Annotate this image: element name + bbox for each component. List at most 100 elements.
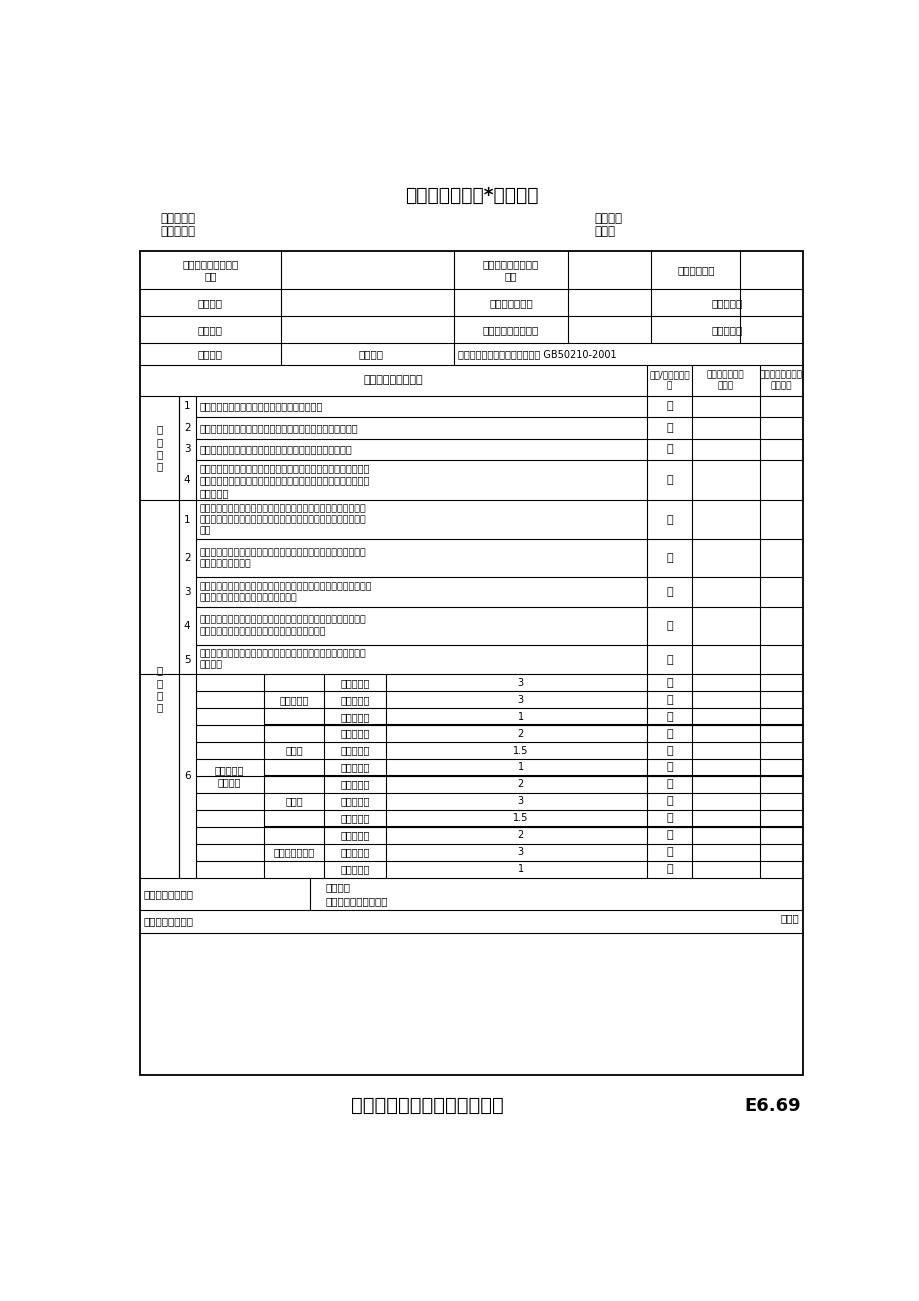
Text: ／: ／: [665, 402, 672, 411]
Text: 验收依据: 验收依据: [358, 349, 383, 359]
Text: E6.69: E6.69: [743, 1097, 800, 1115]
Text: 石杆板的接缝应按其施工工艺标准进行板缝防裂处理。安装双层石
膏板时，面层板与基层板的接缝应错开，并不得在同一根龙骨上接
缝。: 石杆板的接缝应按其施工工艺标准进行板缝防裂处理。安装双层石 膏板时，面层板与基层…: [199, 503, 366, 535]
Text: 接缝高低差: 接缝高低差: [340, 712, 369, 722]
Text: 1: 1: [517, 712, 523, 722]
Text: 暗龙骨吊顶
工程安装: 暗龙骨吊顶 工程安装: [215, 765, 244, 787]
Text: 福州市轨道交通*号线工程: 福州市轨道交通*号线工程: [404, 186, 538, 204]
Text: 接缝直线度: 接缝直线度: [340, 745, 369, 756]
Text: 饰面材料表面应洁净、色泽一致，不得有翘曲、裂缝及缺损。压条
应平直、宽窄一致。: 饰面材料表面应洁净、色泽一致，不得有翘曲、裂缝及缺损。压条 应平直、宽窄一致。: [199, 548, 366, 569]
Text: 吊顶标高、尺寸、起拱和造型应符合设计要求。: 吊顶标高、尺寸、起拱和造型应符合设计要求。: [199, 402, 323, 411]
Text: 单位（子单位）工程
名称: 单位（子单位）工程 名称: [182, 259, 238, 281]
Text: 暗龙骨吊顶工程质量验收规范: 暗龙骨吊顶工程质量验收规范: [351, 1095, 504, 1115]
Text: ／: ／: [665, 712, 672, 722]
Text: 项目技术负责人: 项目技术负责人: [489, 298, 532, 308]
Text: 监理（建设）单位
验收记录: 监理（建设）单位 验收记录: [759, 371, 802, 390]
Text: 监理单位：: 监理单位：: [160, 225, 195, 238]
Bar: [140, 251, 802, 1075]
Text: 吊杆、龙骨的材质、规格、安装间距及连接方式应符合设计要求。
金属吊杆、龙骨应经过表面防腐处理；木吊杆、龙骨应进行防腐、
防火处理。: 吊杆、龙骨的材质、规格、安装间距及连接方式应符合设计要求。 金属吊杆、龙骨应经过…: [199, 463, 369, 498]
Text: ／: ／: [665, 678, 672, 688]
Text: 施工单位检查结果: 施工单位检查结果: [143, 889, 194, 899]
Text: 2: 2: [184, 423, 190, 433]
Text: ／: ／: [665, 864, 672, 874]
Text: ／: ／: [665, 695, 672, 705]
Text: 4: 4: [184, 621, 190, 631]
Text: 金属板: 金属板: [285, 745, 302, 756]
Text: 检验批部位: 检验批部位: [711, 325, 742, 334]
Text: ／: ／: [665, 779, 672, 790]
Text: 金属吊杆、龙骨的接缝应均匀一致，角缝应吻合，表面应平整，无
翘曲、锤木质吊杆、龙骨应顺直，无劈裂、变形。: 金属吊杆、龙骨的接缝应均匀一致，角缝应吻合，表面应平整，无 翘曲、锤木质吊杆、龙…: [199, 615, 366, 636]
Text: ／: ／: [665, 587, 672, 597]
Text: 木板塑料板格栅: 木板塑料板格栅: [273, 847, 314, 857]
Text: 3: 3: [517, 796, 523, 807]
Text: 表面平整度: 表面平整度: [340, 729, 369, 739]
Text: 1: 1: [517, 864, 523, 874]
Text: 6: 6: [184, 771, 190, 781]
Text: 承包单位：: 承包单位：: [160, 212, 195, 225]
Text: ／: ／: [665, 847, 672, 857]
Text: ／: ／: [665, 729, 672, 739]
Text: ／: ／: [665, 796, 672, 807]
Text: ／: ／: [665, 475, 672, 485]
Text: 表面平整度: 表面平整度: [340, 779, 369, 790]
Text: ／: ／: [665, 813, 672, 824]
Text: 最小/实际抽样数
量: 最小/实际抽样数 量: [649, 371, 689, 390]
Text: 施工员：: 施工员：: [325, 882, 350, 892]
Text: 1: 1: [517, 762, 523, 773]
Text: ／: ／: [665, 830, 672, 840]
Text: ／: ／: [665, 515, 672, 524]
Text: ／: ／: [665, 553, 672, 563]
Text: 表面平整度: 表面平整度: [340, 830, 369, 840]
Text: 分项工程名称: 分项工程名称: [676, 265, 714, 275]
Text: 3: 3: [517, 847, 523, 857]
Text: 1: 1: [184, 515, 190, 524]
Text: ／: ／: [665, 762, 672, 773]
Text: 合同号：: 合同号：: [594, 212, 621, 225]
Text: 分部（子部分）工程
名称: 分部（子部分）工程 名称: [482, 259, 539, 281]
Text: 1.5: 1.5: [513, 745, 528, 756]
Text: 施工依据: 施工依据: [198, 349, 222, 359]
Text: 接缝直线度: 接缝直线度: [340, 796, 369, 807]
Text: 分包单位: 分包单位: [198, 325, 222, 334]
Text: 2: 2: [517, 830, 523, 840]
Text: 2: 2: [184, 553, 190, 563]
Text: 5: 5: [184, 654, 190, 665]
Text: 检验批容量: 检验批容量: [711, 298, 742, 308]
Text: 3: 3: [517, 678, 523, 688]
Text: 施工单位检查评
定记录: 施工单位检查评 定记录: [706, 371, 743, 390]
Text: 分包单位项目负责人: 分包单位项目负责人: [482, 325, 539, 334]
Text: 表面平整度: 表面平整度: [340, 678, 369, 688]
Text: 4: 4: [184, 475, 190, 485]
Text: 接缝直线度: 接缝直线度: [340, 847, 369, 857]
Text: 矿棉板: 矿棉板: [285, 796, 302, 807]
Text: 质量验收规范的规定: 质量验收规范的规定: [363, 375, 423, 385]
Text: 3: 3: [184, 445, 190, 454]
Text: 吊顶内填充吸声材料的品种和铺设厚度应符合设计要求，并应有防
散落措施: 吊顶内填充吸声材料的品种和铺设厚度应符合设计要求，并应有防 散落措施: [199, 649, 366, 670]
Text: ／: ／: [665, 654, 672, 665]
Text: 饰面板上的灯具、烟感器、喷淋头、风口茸子等设备的位置应合理、
美观，与饰面板的交接应吻合、严密。: 饰面板上的灯具、烟感器、喷淋头、风口茸子等设备的位置应合理、 美观，与饰面板的交…: [199, 582, 371, 602]
Text: 1.5: 1.5: [513, 813, 528, 824]
Text: 接缝高低差: 接缝高低差: [340, 762, 369, 773]
Text: 1: 1: [184, 402, 190, 411]
Text: 纸面石膏板: 纸面石膏板: [279, 695, 309, 705]
Text: 项目专业质量检查员：: 项目专业质量检查员：: [325, 895, 388, 905]
Text: ／: ／: [665, 423, 672, 433]
Text: 接缝直线度: 接缝直线度: [340, 695, 369, 705]
Text: 主
控
项
目: 主 控 项 目: [156, 424, 162, 471]
Text: 2: 2: [517, 779, 523, 790]
Text: 暗龙骨吊顶工程的吊杆、龙骨和饰面材料的安装必须牢固。: 暗龙骨吊顶工程的吊杆、龙骨和饰面材料的安装必须牢固。: [199, 445, 352, 454]
Text: 建筑装饰装修工程质量验收规范 GB50210-2001: 建筑装饰装修工程质量验收规范 GB50210-2001: [457, 349, 616, 359]
Text: 2: 2: [517, 729, 523, 739]
Text: 年月日: 年月日: [779, 913, 799, 924]
Text: 验
收
项
目: 验 收 项 目: [156, 665, 162, 713]
Text: ／: ／: [665, 621, 672, 631]
Text: 施工单位: 施工单位: [198, 298, 222, 308]
Text: 接缝高低差: 接缝高低差: [340, 813, 369, 824]
Text: 3: 3: [184, 587, 190, 597]
Text: ／: ／: [665, 745, 672, 756]
Text: ／: ／: [665, 445, 672, 454]
Text: 3: 3: [517, 695, 523, 705]
Text: 接缝高低差: 接缝高低差: [340, 864, 369, 874]
Text: 监理单位验收结论: 监理单位验收结论: [143, 916, 194, 926]
Text: 饰面材料的材质、品种、规格、图案和颜色应符合设计要求。: 饰面材料的材质、品种、规格、图案和颜色应符合设计要求。: [199, 423, 357, 433]
Text: 编号：: 编号：: [594, 225, 614, 238]
